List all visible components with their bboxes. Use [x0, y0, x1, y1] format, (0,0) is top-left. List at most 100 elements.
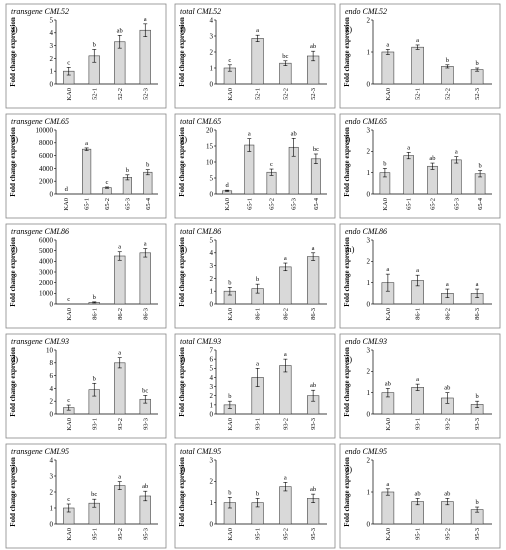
y-tick-label: 1000: [39, 290, 54, 298]
bar: [244, 144, 255, 195]
significance-letter: bc: [142, 387, 148, 394]
y-tick-label: 1: [210, 401, 214, 409]
significance-letter: b: [256, 490, 259, 497]
bar: [403, 155, 414, 195]
y-tick-label: 2: [367, 368, 371, 376]
bar: [381, 491, 395, 525]
panel-letter: g): [180, 134, 187, 144]
significance-letter: b: [93, 294, 96, 301]
x-tick-label: KA0: [66, 418, 73, 431]
x-tick-label: KA0: [63, 198, 70, 211]
y-tick-label: 2: [367, 16, 371, 24]
significance-letter: a: [118, 474, 121, 481]
bar: [441, 66, 454, 85]
significance-letter: ab: [429, 155, 435, 162]
chart-panel-b: 0 2000 4000 6000 8000 10000 Fold change expres…: [5, 113, 167, 219]
x-tick-label: 93-3: [474, 418, 481, 430]
y-tick-label: 5: [210, 236, 214, 244]
significance-letter: a: [284, 351, 287, 358]
significance-letter: b: [146, 162, 149, 169]
significance-letter: b: [93, 41, 96, 48]
x-tick-label: KA0: [66, 528, 73, 541]
significance-letter: a: [446, 281, 449, 288]
y-tick-label: 0: [367, 410, 371, 418]
bar: [139, 252, 151, 305]
bar: [114, 255, 126, 305]
y-tick-label: 1: [367, 488, 371, 496]
y-tick-label: 4: [50, 385, 54, 393]
significance-letter: ab: [310, 43, 316, 50]
y-tick-label: 1: [210, 499, 214, 507]
y-tick-label: 3: [210, 456, 214, 464]
x-tick-label: 93-2: [282, 418, 289, 430]
y-tick-label: 5: [50, 16, 54, 24]
significance-letter: a: [386, 481, 389, 488]
x-tick-label: 86-2: [282, 308, 289, 320]
y-tick-label: 10: [46, 346, 54, 354]
chart-panel-c: 0 1000 2000 3000 4000 5000 6000 Fold change exp…: [5, 223, 167, 329]
panel-frame: [5, 223, 167, 329]
x-tick-label: 93-3: [310, 418, 317, 430]
x-tick-label: 86-1: [91, 308, 98, 320]
significance-letter: c: [228, 57, 231, 64]
panel-letter: m): [345, 244, 355, 254]
significance-letter: c: [67, 397, 70, 404]
panel-title: transgene CML65: [11, 117, 69, 126]
significance-letter: ab: [444, 385, 450, 392]
x-tick-label: 65-2: [430, 198, 437, 210]
x-tick-label: 95-2: [117, 528, 124, 540]
y-tick-label: 2: [367, 258, 371, 266]
x-tick-label: 93-2: [117, 418, 124, 430]
x-tick-label: 52-3: [474, 88, 481, 100]
significance-letter: ab: [291, 130, 297, 137]
panel-letter: o): [345, 464, 352, 474]
y-tick-label: 1: [367, 389, 371, 397]
x-tick-label: 93-2: [444, 418, 451, 430]
y-tick-label: 8000: [39, 139, 54, 147]
panel-letter: i): [180, 354, 185, 364]
y-tick-label: 10000: [36, 126, 54, 134]
significance-letter: a: [144, 241, 147, 248]
y-tick-label: 6: [210, 356, 214, 364]
x-tick-label: 86-1: [255, 308, 262, 320]
significance-letter: d: [225, 182, 229, 189]
x-tick-label: KA0: [227, 418, 234, 431]
panel-letter: d): [11, 354, 18, 364]
y-tick-label: 2: [367, 148, 371, 156]
y-axis-label: Fold change expression: [343, 127, 351, 197]
bar: [139, 29, 151, 85]
x-tick-label: 65-1: [406, 198, 413, 210]
panel-frame: [174, 113, 336, 219]
bar: [411, 46, 424, 85]
significance-letter: a: [416, 267, 419, 274]
bar: [411, 387, 424, 415]
x-tick-label: KA0: [385, 528, 392, 541]
significance-letter: b: [478, 163, 481, 170]
bar: [470, 69, 484, 85]
x-tick-label: 65-2: [269, 198, 276, 210]
panel-letter: h): [180, 244, 187, 254]
significance-letter: b: [228, 279, 231, 286]
y-axis-label: Fold change expression: [9, 17, 17, 87]
y-tick-label: 2: [50, 398, 54, 406]
y-tick-label: 3: [367, 126, 371, 134]
y-tick-label: 7: [210, 346, 214, 354]
x-tick-label: 52-2: [117, 88, 124, 100]
significance-letter: b: [126, 167, 129, 174]
y-axis-label: Fold change expression: [9, 127, 17, 197]
panel-frame: [5, 443, 167, 549]
significance-letter: a: [284, 255, 287, 262]
y-axis-label: Fold change expression: [343, 237, 351, 307]
x-tick-label: 65-4: [477, 197, 484, 210]
bar: [451, 159, 462, 195]
bar: [310, 158, 321, 195]
x-tick-label: 95-1: [255, 528, 262, 540]
y-tick-label: 2: [210, 275, 214, 283]
bar: [279, 365, 292, 415]
y-tick-label: 10: [206, 158, 214, 166]
